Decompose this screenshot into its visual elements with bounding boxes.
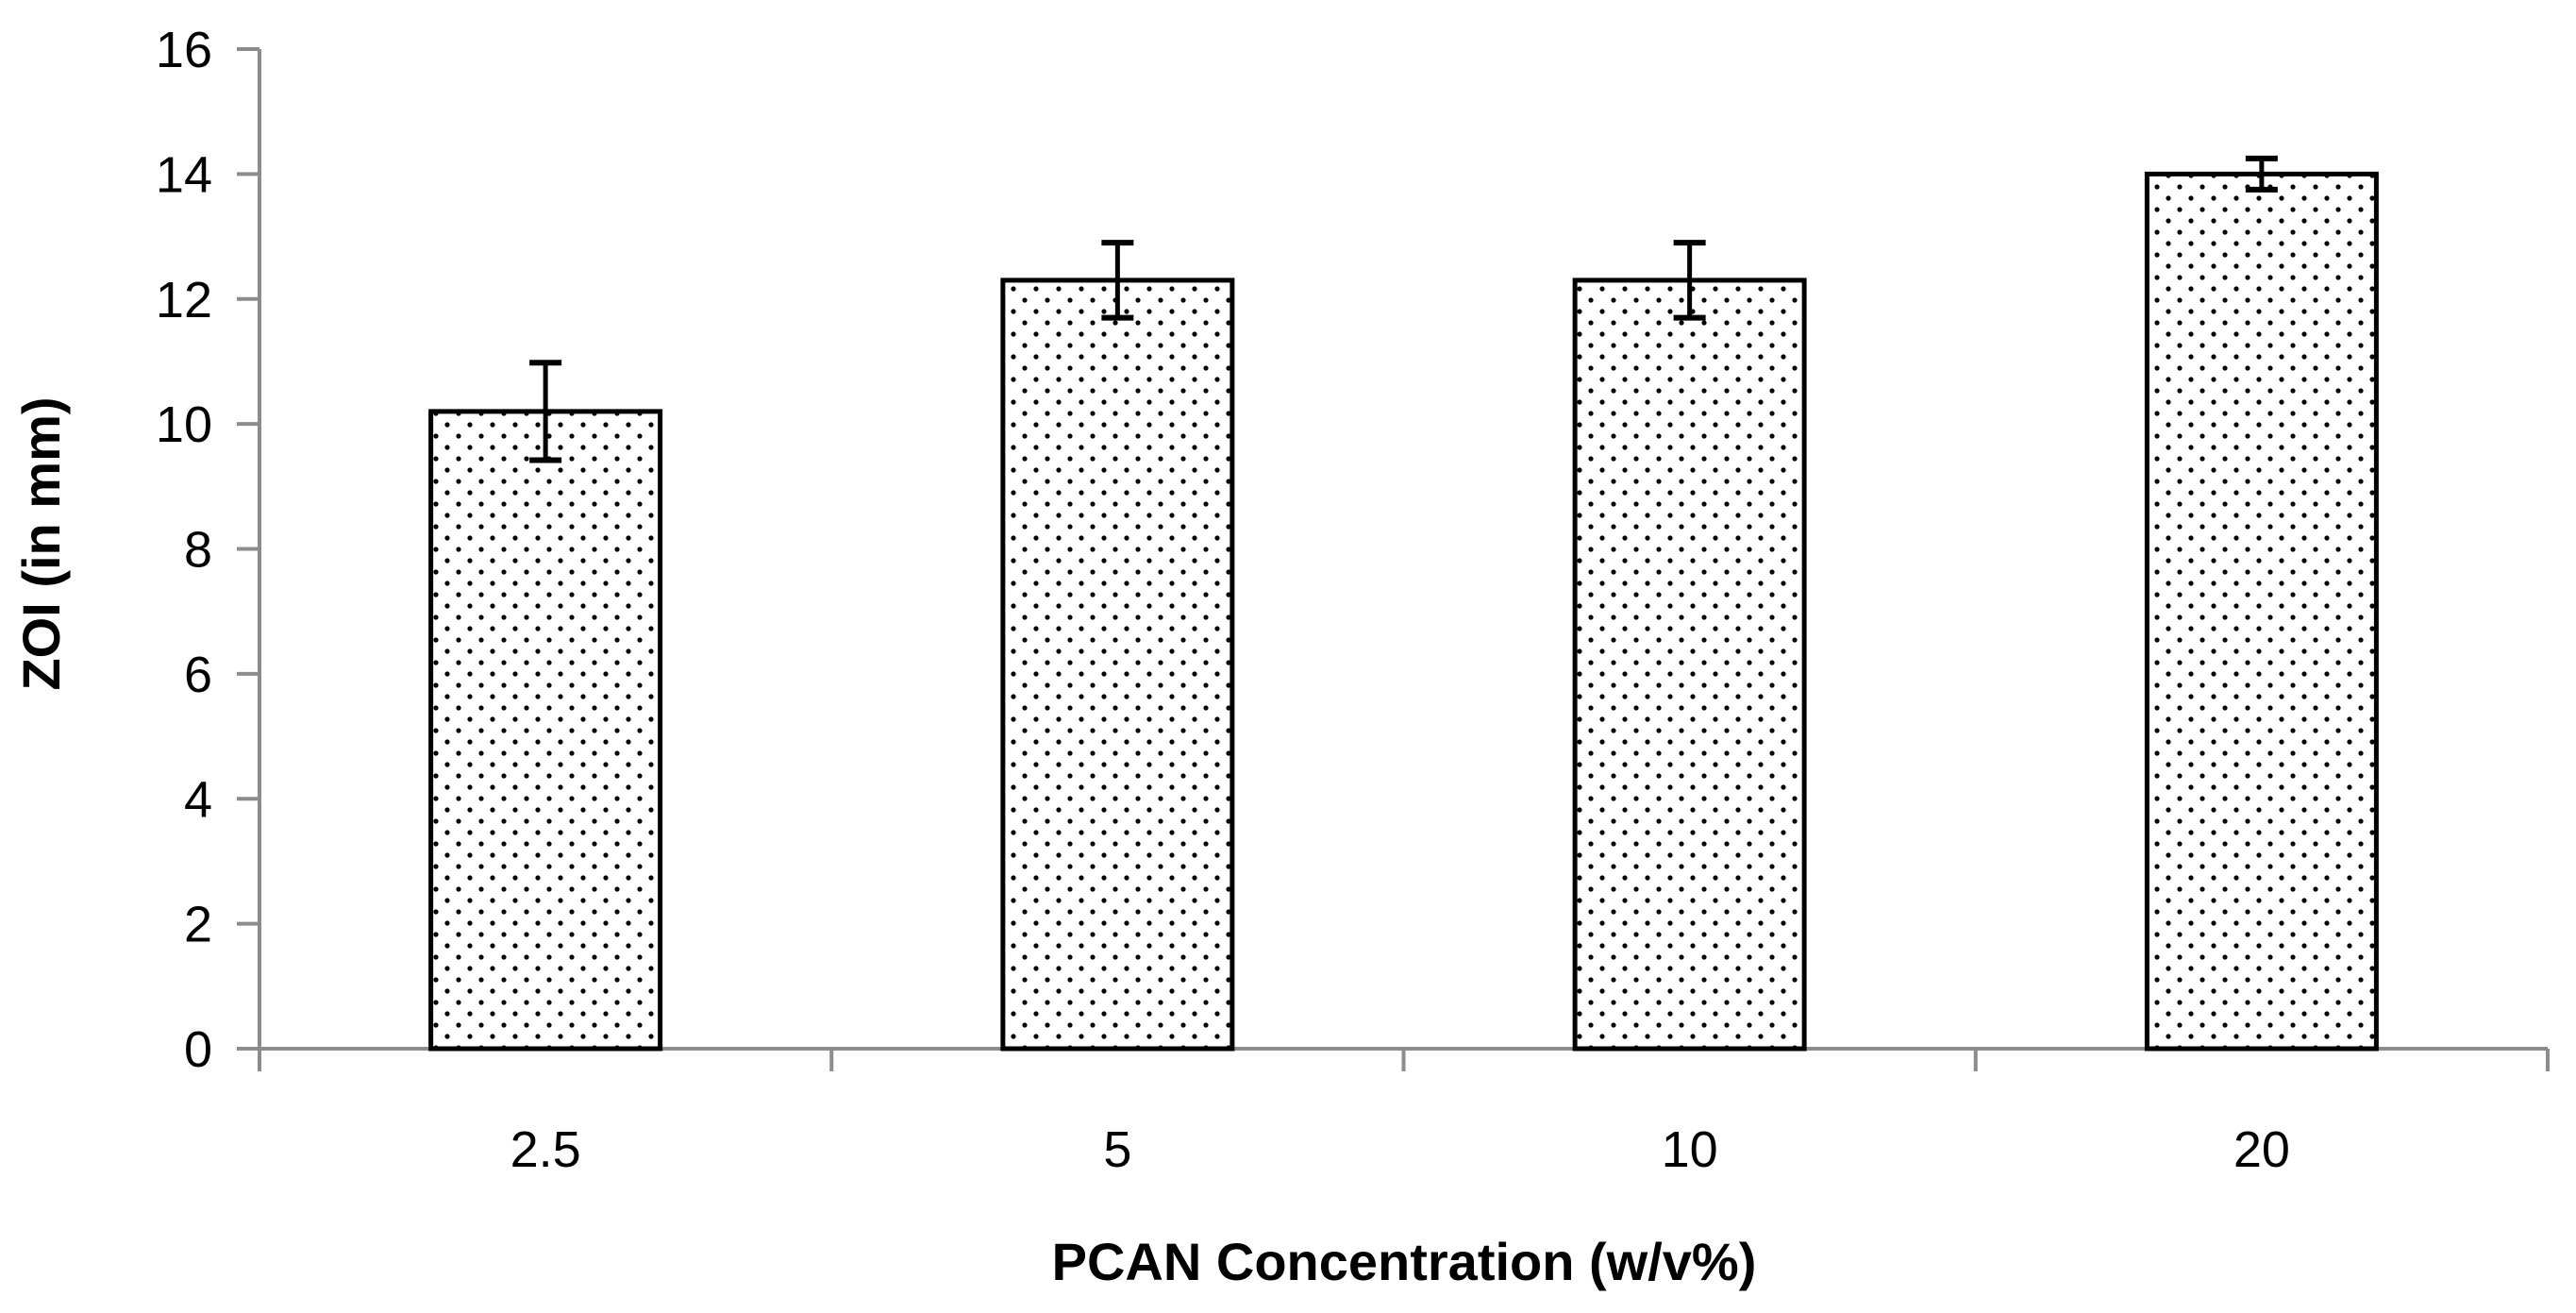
y-axis-title: ZOI (in mm) (11, 396, 71, 690)
x-tick-label: 2.5 (510, 1121, 581, 1178)
x-tick-label: 10 (1662, 1121, 1718, 1178)
y-tick-label: 2 (184, 897, 212, 953)
x-tick-label: 20 (2233, 1121, 2290, 1178)
y-tick-label: 6 (184, 647, 212, 703)
x-axis-title: PCAN Concentration (w/v%) (1052, 1232, 1757, 1291)
error-bar (1673, 240, 1706, 321)
y-tick-labels: 0 2 4 6 8 10 12 14 16 (156, 22, 212, 1078)
error-bars (529, 155, 2278, 463)
y-tick-label: 16 (156, 22, 212, 78)
bars (428, 171, 2379, 1052)
y-tick-label: 0 (184, 1021, 212, 1078)
bar (428, 409, 663, 1052)
error-bar (2245, 155, 2278, 193)
bar (2144, 171, 2379, 1052)
y-tick-label: 8 (184, 522, 212, 579)
error-bar (529, 360, 562, 463)
bar (1000, 278, 1235, 1052)
y-tick-label: 12 (156, 272, 212, 328)
bar (1572, 278, 1807, 1052)
error-bar (1101, 240, 1134, 321)
x-tick-label: 5 (1103, 1121, 1131, 1178)
y-tick-label: 14 (156, 146, 212, 203)
y-tick-label: 4 (184, 771, 212, 828)
y-tick-label: 10 (156, 396, 212, 453)
x-tick-labels: 2.5 5 10 20 (510, 1121, 2290, 1178)
